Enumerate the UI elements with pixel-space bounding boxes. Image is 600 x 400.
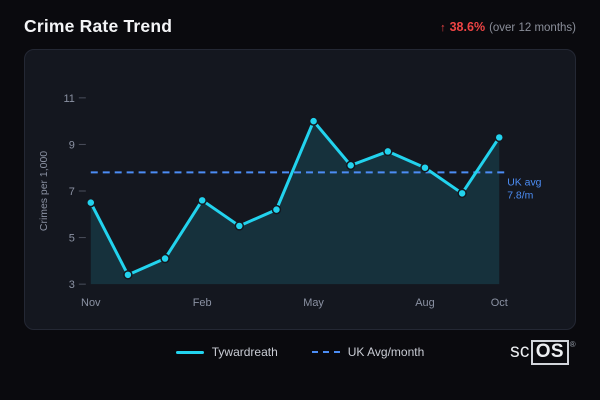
trend-value: 38.6% <box>449 19 486 34</box>
data-point <box>494 132 504 143</box>
y-tick-label: 5 <box>69 233 75 245</box>
data-point <box>457 188 467 199</box>
x-tick-label: Feb <box>193 297 212 309</box>
trend-line <box>89 119 501 277</box>
crime-trend-chart: 3 5 7 9 11 Crimes per 1,000 Nov Feb May Aug Oct UK … <box>39 93 542 309</box>
y-tick-label: 3 <box>69 279 75 291</box>
scos-logo: sc OS ® <box>510 340 576 365</box>
data-point <box>271 204 282 215</box>
data-point <box>345 160 356 171</box>
y-tick-label: 11 <box>63 93 74 105</box>
trend-up-arrow-icon: ↑ <box>440 21 446 34</box>
page-title: Crime Rate Trend <box>24 16 173 36</box>
legend-label: Tywardreath <box>211 345 278 360</box>
area-fill <box>90 121 500 285</box>
data-point <box>234 221 245 231</box>
data-point <box>160 253 170 264</box>
legend-item-uk-avg[interactable]: UK Avg/month <box>311 345 425 360</box>
y-axis-label: Crimes per 1,000 <box>39 151 50 231</box>
data-point <box>383 146 393 157</box>
registered-trademark-icon: ® <box>569 340 576 350</box>
logo-prefix: sc <box>510 341 530 363</box>
x-tick-label: Nov <box>81 297 101 309</box>
y-tick-label: 9 <box>69 139 75 151</box>
legend-label: UK Avg/month <box>347 345 425 360</box>
page-header: Crime Rate Trend ↑ 38.6% (over 12 months… <box>24 16 576 37</box>
data-point <box>420 162 430 173</box>
trend-stat: ↑ 38.6% (over 12 months) <box>440 20 576 34</box>
uk-avg-annotation-line1: UK avg <box>507 177 541 188</box>
data-point <box>123 270 133 280</box>
chart-footer: Tywardreath UK Avg/month sc OS ® <box>24 330 576 376</box>
logo-boxed-text: OS <box>530 340 569 365</box>
solid-line-swatch-icon <box>175 350 204 354</box>
x-tick-label: Aug <box>415 297 434 309</box>
data-point <box>308 116 319 126</box>
x-tick-label: Oct <box>491 297 508 309</box>
chart-card: 3 5 7 9 11 Crimes per 1,000 Nov Feb May Aug Oct UK … <box>24 49 576 331</box>
chart-legend: Tywardreath UK Avg/month <box>24 330 576 359</box>
y-tick-label: 7 <box>69 186 75 198</box>
uk-avg-annotation-line2: 7.8/m <box>507 190 533 201</box>
trend-caption: (over 12 months) <box>489 21 576 34</box>
dashed-line-swatch-icon <box>311 351 340 354</box>
legend-item-tywardreath[interactable]: Tywardreath <box>175 345 278 360</box>
data-point <box>86 197 96 208</box>
x-tick-label: May <box>303 297 324 309</box>
data-point <box>197 195 207 206</box>
